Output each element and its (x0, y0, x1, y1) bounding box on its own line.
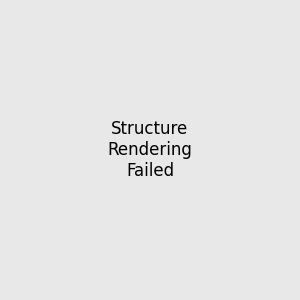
Text: Structure
Rendering
Failed: Structure Rendering Failed (108, 120, 192, 180)
